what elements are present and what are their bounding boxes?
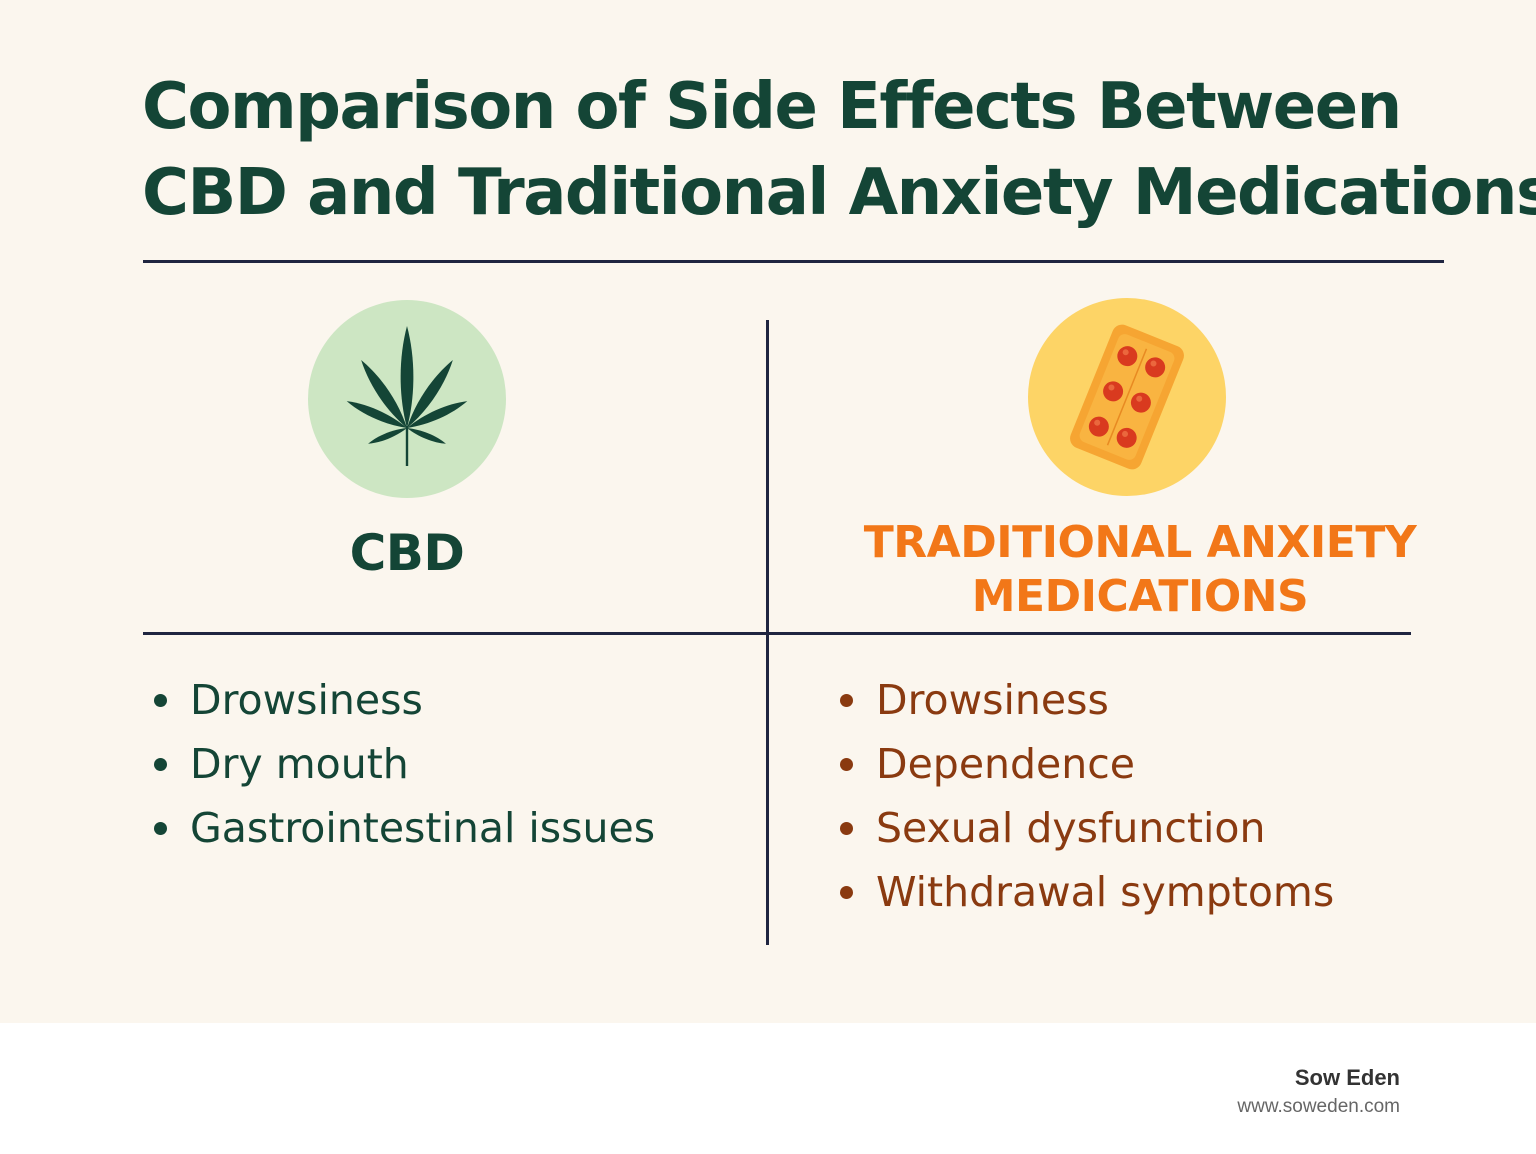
infographic-panel: Comparison of Side Effects Between CBD a… (0, 0, 1536, 1023)
traditional-meds-side-effects-list: Drowsiness Dependence Sexual dysfunction… (830, 668, 1334, 924)
traditional-meds-heading: TRADITIONAL ANXIETY MEDICATIONS (840, 516, 1440, 624)
cbd-icon-circle (308, 300, 506, 498)
header-divider (143, 632, 1411, 635)
title-divider (143, 260, 1444, 263)
traditional-meds-heading-line-1: TRADITIONAL ANXIETY (863, 517, 1417, 568)
list-item: Dependence (830, 732, 1334, 796)
pill-blister-pack-icon (1070, 324, 1184, 470)
meds-icon-circle (1028, 298, 1226, 496)
side-effect-label: Withdrawal symptoms (876, 868, 1335, 916)
brand-url[interactable]: www.soweden.com (1237, 1096, 1400, 1117)
brand-footer: Sow Eden www.soweden.com (1237, 1064, 1400, 1122)
cbd-side-effects-list: Drowsiness Dry mouth Gastrointestinal is… (144, 668, 655, 860)
bullet-dot-icon (154, 822, 167, 835)
side-effect-label: Drowsiness (190, 676, 423, 724)
traditional-meds-heading-line-2: MEDICATIONS (971, 571, 1309, 622)
list-item: Drowsiness (830, 668, 1334, 732)
bullet-dot-icon (840, 822, 853, 835)
cbd-heading: CBD (349, 524, 465, 582)
page-title: Comparison of Side Effects Between CBD a… (142, 64, 1536, 236)
list-item: Sexual dysfunction (830, 796, 1334, 860)
bullet-dot-icon (840, 886, 853, 899)
side-effect-label: Gastrointestinal issues (190, 804, 656, 852)
bullet-dot-icon (840, 694, 853, 707)
title-line-1: Comparison of Side Effects Between (142, 70, 1402, 144)
title-line-2: CBD and Traditional Anxiety Medications (142, 156, 1536, 230)
side-effect-label: Dry mouth (190, 740, 409, 788)
list-item: Drowsiness (144, 668, 655, 732)
bullet-dot-icon (154, 758, 167, 771)
list-item: Withdrawal symptoms (830, 860, 1334, 924)
list-item: Dry mouth (144, 732, 655, 796)
brand-name: Sow Eden (1294, 1065, 1400, 1090)
bullet-dot-icon (154, 694, 167, 707)
cannabis-leaf-icon (346, 326, 468, 466)
list-item: Gastrointestinal issues (144, 796, 655, 860)
bullet-dot-icon (840, 758, 853, 771)
side-effect-label: Sexual dysfunction (876, 804, 1266, 852)
side-effect-label: Dependence (876, 740, 1136, 788)
side-effect-label: Drowsiness (876, 676, 1109, 724)
